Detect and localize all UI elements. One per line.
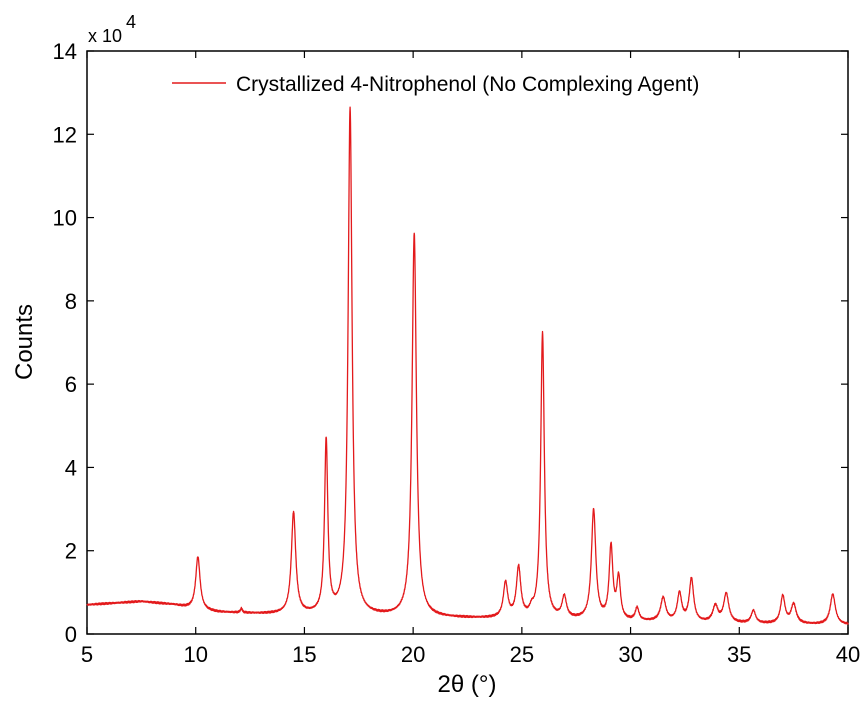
y-multiplier-label: x 10 xyxy=(88,26,122,46)
x-tick-label: 5 xyxy=(81,642,93,667)
y-tick-label: 2 xyxy=(65,539,77,564)
x-tick-label: 10 xyxy=(183,642,207,667)
x-tick-label: 20 xyxy=(401,642,425,667)
y-tick-label: 14 xyxy=(53,39,77,64)
axis-ticks xyxy=(86,50,849,635)
x-axis-label: 2θ (°) xyxy=(438,671,497,698)
legend: Crystallized 4-Nitrophenol (No Complexin… xyxy=(172,73,699,96)
plot-area xyxy=(86,50,849,635)
series-layer xyxy=(86,106,849,625)
series-line-4-nitrophenol xyxy=(86,106,849,625)
x-tick-label: 40 xyxy=(836,642,860,667)
y-tick-label: 8 xyxy=(65,289,77,314)
y-tick-label: 0 xyxy=(65,622,77,647)
y-tick-label: 10 xyxy=(53,206,77,231)
y-tick-label: 12 xyxy=(53,122,77,147)
y-tick-label: 6 xyxy=(65,372,77,397)
tick-labels: 5 10 15 20 25 30 35 40 0 2 4 6 8 10 12 14 xyxy=(53,39,861,667)
x-tick-label: 25 xyxy=(510,642,534,667)
legend-label: Crystallized 4-Nitrophenol (No Complexin… xyxy=(236,73,699,96)
x-tick-label: 35 xyxy=(727,642,751,667)
y-axis-label: Counts xyxy=(11,304,38,380)
y-tick-label: 4 xyxy=(65,455,77,480)
y-multiplier-exponent: 4 xyxy=(126,12,136,32)
plot-frame xyxy=(86,50,849,635)
x-tick-label: 15 xyxy=(292,642,316,667)
x-tick-label: 30 xyxy=(618,642,642,667)
